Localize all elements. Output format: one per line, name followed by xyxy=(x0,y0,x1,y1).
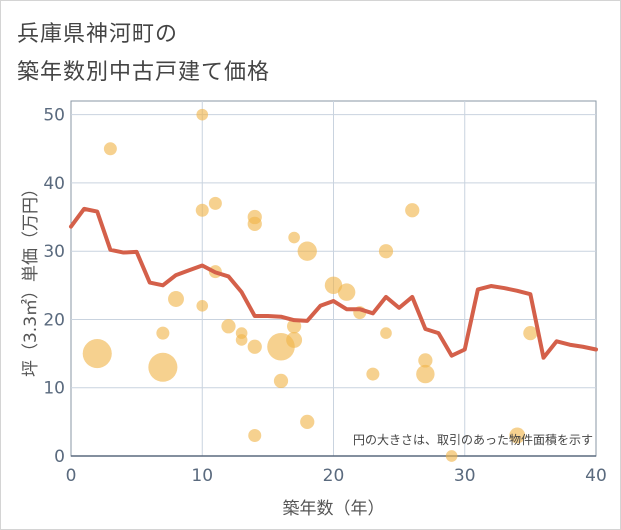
data-bubble xyxy=(196,108,209,121)
data-bubble xyxy=(273,373,289,389)
y-tick-label: 30 xyxy=(43,242,65,262)
data-bubble xyxy=(195,203,209,217)
x-tick-label: 20 xyxy=(323,466,345,486)
data-bubble xyxy=(288,231,300,244)
tick-labels: 0 10 20 30 40 50 0 10 20 30 40 xyxy=(43,106,606,486)
data-bubble xyxy=(509,427,526,444)
x-tick-label: 10 xyxy=(191,466,213,486)
data-bubble xyxy=(208,196,222,210)
x-tick-label: 40 xyxy=(585,466,607,486)
data-bubble xyxy=(337,283,356,301)
data-bubble xyxy=(196,299,209,312)
bubble-layer xyxy=(82,108,538,462)
data-bubble xyxy=(405,203,420,218)
data-bubble xyxy=(300,414,315,429)
y-tick-label: 0 xyxy=(54,447,65,467)
data-bubble xyxy=(418,353,433,368)
x-tick-label: 0 xyxy=(66,466,77,486)
data-bubble xyxy=(168,291,184,307)
data-bubble xyxy=(378,244,394,259)
data-bubble xyxy=(235,334,248,346)
y-tick-label: 10 xyxy=(43,379,65,399)
data-bubble xyxy=(366,367,380,381)
data-bubble xyxy=(286,331,303,348)
y-axis-label: 坪（3.3㎡）単価（万円） xyxy=(21,180,41,377)
data-bubble xyxy=(523,325,538,341)
data-bubble xyxy=(221,319,236,334)
y-tick-label: 20 xyxy=(43,310,65,330)
data-bubble xyxy=(156,326,170,340)
data-bubble xyxy=(416,364,435,384)
chart-title-line1: 兵庫県神河町の xyxy=(17,22,179,47)
data-bubble xyxy=(287,319,302,334)
data-bubble xyxy=(445,450,458,462)
line-layer xyxy=(69,206,598,360)
size-note: 円の大きさは、取引のあった物件面積を示す xyxy=(353,432,593,447)
data-bubble xyxy=(247,216,262,232)
x-axis-label: 築年数（年） xyxy=(283,499,385,519)
data-bubble xyxy=(82,339,112,369)
y-tick-label: 40 xyxy=(43,174,65,194)
chart-title-line2: 築年数別中古戸建て価格 xyxy=(17,60,271,85)
data-bubble xyxy=(247,339,262,354)
data-bubble xyxy=(380,327,392,339)
data-bubble xyxy=(248,429,262,443)
data-bubble xyxy=(297,241,317,261)
average-price-line xyxy=(69,206,598,360)
y-tick-label: 50 xyxy=(43,106,65,126)
x-tick-label: 30 xyxy=(454,466,476,486)
data-bubble xyxy=(148,352,178,382)
data-bubble xyxy=(324,276,343,295)
data-bubble xyxy=(103,142,117,156)
